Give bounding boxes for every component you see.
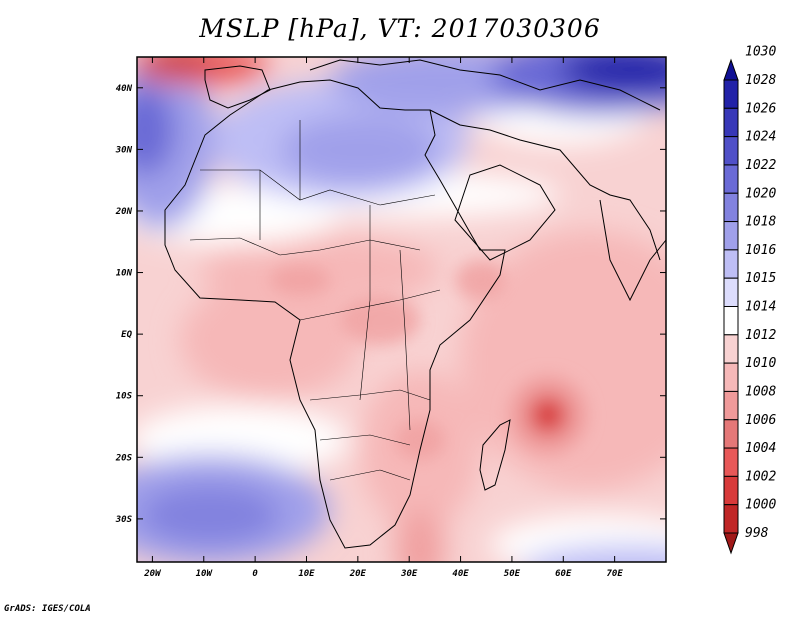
lon-tick-label: 60E (555, 569, 572, 579)
colorbar-label: 1012 (745, 328, 776, 343)
lat-tick-label: 10S (116, 392, 133, 402)
colorbar-box (723, 419, 739, 449)
lon-tick-label: 30E (400, 569, 418, 579)
chart-title: MSLP [hPa], VT: 2017030306 (199, 14, 601, 43)
lon-tick-label: 20E (349, 569, 367, 579)
colorbar-box (723, 306, 739, 336)
colorbar-label: 1030 (745, 45, 776, 60)
axis-ticks: 20W 10W 0 10E 20E 30E 40E 50E 60E 70E 40N 30N 20N 10N… (115, 57, 666, 579)
colorbar-box (723, 192, 739, 223)
colorbar-box (723, 79, 739, 109)
colorbar-bottom-arrow (723, 532, 739, 555)
lat-tick-label: 30N (115, 145, 133, 155)
colorbar-box (723, 447, 739, 477)
colorbar-box (723, 221, 739, 251)
colorbar-box (723, 504, 739, 534)
colorbar-label: 1020 (745, 186, 776, 201)
lat-tick-label: 20S (115, 453, 133, 463)
colorbar-label: 998 (745, 526, 769, 541)
lon-tick-label: 20W (143, 569, 162, 579)
colorbar-box (723, 277, 739, 307)
colorbar-label: 1002 (745, 469, 776, 484)
lat-tick-label: 30S (115, 515, 133, 525)
colorbar-box (723, 475, 739, 506)
colorbar-label: 1028 (745, 73, 776, 88)
colorbar-box (723, 334, 739, 364)
lat-tick-label: EQ (121, 330, 132, 340)
map-frame (136, 56, 667, 563)
colorbar-label: 1008 (745, 384, 776, 399)
colorbar-label: 1015 (745, 271, 776, 286)
pressure-field (137, 57, 666, 562)
lon-tick-label: 10E (298, 569, 315, 579)
lat-tick-label: 10N (116, 269, 133, 279)
lat-tick-label: 20N (115, 207, 133, 217)
coastlines (164, 59, 666, 549)
colorbar-label: 1022 (745, 158, 776, 173)
lon-tick-label: 70E (607, 569, 624, 579)
colorbar-label: 1024 (745, 130, 776, 145)
colorbar-label: 1010 (745, 356, 776, 371)
credit-label: GrADS: IGES/COLA (4, 604, 91, 614)
colorbar-box (723, 362, 739, 392)
colorbar-box (723, 136, 739, 166)
colorbar-box (723, 164, 739, 194)
colorbar-box (723, 390, 739, 421)
lon-tick-label: 0 (252, 569, 258, 579)
colorbar-box (723, 107, 739, 138)
colorbar-label: 1026 (745, 101, 776, 116)
lon-tick-label: 50E (504, 569, 521, 579)
colorbar-label: 1000 (745, 498, 776, 513)
colorbar-label: 1016 (745, 243, 776, 258)
lon-tick-label: 10W (196, 569, 214, 579)
colorbar-label: 1004 (745, 441, 776, 456)
colorbar: 998 1000 1002 1004 1006 1008 1010 1012 1014 1015 1… (723, 45, 776, 555)
colorbar-box (723, 249, 739, 279)
lon-tick-label: 40E (452, 569, 469, 579)
lat-tick-label: 40N (116, 84, 133, 94)
colorbar-top-arrow (723, 58, 739, 81)
colorbar-label: 1014 (745, 300, 776, 315)
colorbar-label: 1018 (745, 215, 776, 230)
colorbar-label: 1006 (745, 413, 776, 428)
country-borders (189, 120, 441, 481)
